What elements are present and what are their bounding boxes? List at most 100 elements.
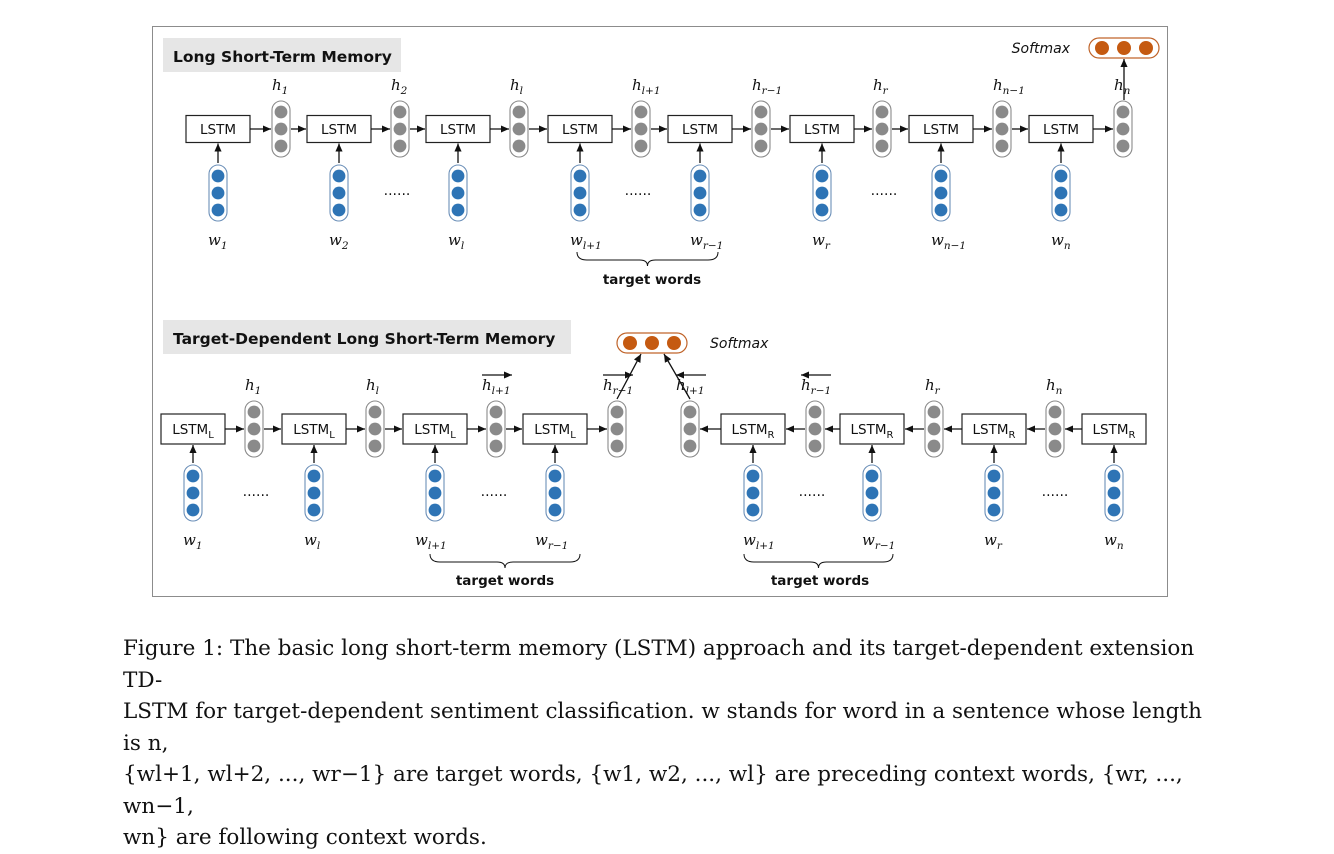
top-word-embedding-6-dot-3 [816,204,829,217]
top-word-embedding-5-dot-1 [694,170,707,183]
right-hidden-state-2-dot-2 [809,423,822,436]
right-hidden-state-3-dot-1 [928,406,941,419]
top-word-label-3: wl [448,231,464,252]
right-word-label-2: wr−1 [862,531,895,552]
top-word-label-2: w2 [329,231,349,252]
left-hidden-state-4-dot-1 [611,406,624,419]
top-ellipsis-1: ...... [384,183,411,199]
top-hidden-state-6-dot-2 [876,123,889,136]
top-hidden-label-7: hn−1 [993,76,1025,97]
left-hidden-label-1: h1 [245,376,261,397]
right-word-label-1: wl+1 [743,531,775,552]
right-hidden-label-1: hl+1 [676,376,705,397]
left-word-label-4: wr−1 [535,531,568,552]
left-word-label-2: wl [304,531,320,552]
top-word-embedding-1-dot-3 [212,204,225,217]
top-hidden-state-1-dot-1 [275,106,288,119]
right-hidden-state-3-dot-2 [928,423,941,436]
left-word-label-1: w1 [183,531,203,552]
top-panel-title: Long Short-Term Memory [173,48,392,66]
top-word-embedding-3-dot-3 [452,204,465,217]
bottom-softmax-label: Softmax [710,336,769,352]
right-hidden-state-3-dot-3 [928,440,941,453]
right-hidden-state-4-dot-3 [1049,440,1062,453]
top-word-embedding-3-dot-1 [452,170,465,183]
top-hidden-state-4-dot-2 [635,123,648,136]
top-hidden-label-8: hn [1114,76,1131,97]
left-hidden-label-4: hr−1 [603,376,633,397]
top-word-label-5: wr−1 [690,231,723,252]
top-lstm-box-label-4: LSTM [562,122,598,138]
right-word-embedding-4-dot-3 [1108,504,1121,517]
top-word-embedding-4-dot-3 [574,204,587,217]
left-word-embedding-1-dot-2 [187,487,200,500]
bottom-panel-title: Target-Dependent Long Short-Term Memory [173,330,555,348]
top-hidden-label-1: h1 [272,76,288,97]
top-word-embedding-8-dot-3 [1055,204,1068,217]
top-hidden-label-5: hr−1 [752,76,782,97]
top-hidden-state-1-dot-2 [275,123,288,136]
top-hidden-state-5-dot-2 [755,123,768,136]
right-hidden-label-3: hr [925,376,941,397]
top-lstm-box-label-6: LSTM [804,122,840,138]
top-target-words-brace [577,252,718,266]
bottom-ellipsis-2: ...... [481,484,508,500]
top-hidden-state-7-dot-2 [996,123,1009,136]
top-hidden-state-5-dot-1 [755,106,768,119]
right-hidden-state-4-dot-1 [1049,406,1062,419]
top-softmax-output-dot-3 [1139,41,1153,55]
top-lstm-chain: LSTM h1 w1 LSTM h2 w2 LSTM hl wl LSTM hl+1 wl+1 LSTM… [186,38,1159,288]
right-hidden-state-1-dot-1 [684,406,697,419]
top-hidden-state-5-dot-3 [755,140,768,153]
bottom-softmax-output-dot-2 [645,336,659,350]
top-word-embedding-1-dot-2 [212,187,225,200]
left-hidden-state-4-dot-2 [611,423,624,436]
top-lstm-box-label-3: LSTM [440,122,476,138]
top-hidden-state-6-dot-3 [876,140,889,153]
top-lstm-box-label-2: LSTM [321,122,357,138]
top-word-embedding-6-dot-1 [816,170,829,183]
top-hidden-state-2-dot-2 [394,123,407,136]
right-hidden-label-4: hn [1046,376,1063,397]
right-word-label-4: wn [1104,531,1124,552]
top-word-embedding-4-dot-1 [574,170,587,183]
left-word-label-3: wl+1 [415,531,447,552]
left-word-embedding-4-dot-2 [549,487,562,500]
caption-line-1: Figure 1: The basic long short-term memo… [123,633,1208,696]
right-target-words-label: target words [771,573,869,589]
top-word-label-4: wl+1 [570,231,602,252]
top-target-words-label: target words [603,272,701,288]
left-hidden-state-1-dot-2 [248,423,261,436]
top-word-label-6: wr [812,231,831,252]
left-hidden-state-2-dot-1 [369,406,382,419]
caption-line-2: LSTM for target-dependent sentiment clas… [123,696,1208,759]
top-hidden-state-4-dot-1 [635,106,648,119]
top-word-embedding-8-dot-2 [1055,187,1068,200]
left-word-embedding-2-dot-2 [308,487,321,500]
top-word-embedding-5-dot-2 [694,187,707,200]
top-softmax-output-dot-2 [1117,41,1131,55]
left-word-embedding-3-dot-2 [429,487,442,500]
left-hidden-state-1-dot-3 [248,440,261,453]
right-word-embedding-4-dot-1 [1108,470,1121,483]
right-hidden-state-4-dot-2 [1049,423,1062,436]
bottom-softmax-output-dot-1 [623,336,637,350]
top-word-embedding-5-dot-3 [694,204,707,217]
top-hidden-state-7-dot-1 [996,106,1009,119]
top-word-label-7: wn−1 [931,231,966,252]
right-word-embedding-1-dot-1 [747,470,760,483]
right-word-embedding-1-dot-3 [747,504,760,517]
left-word-embedding-4-dot-1 [549,470,562,483]
left-hidden-state-3-dot-3 [490,440,503,453]
left-hidden-label-3: hl+1 [482,376,511,397]
left-word-embedding-2-dot-1 [308,470,321,483]
top-hidden-label-3: hl [510,76,523,97]
caption-line-3: {wl+1, wl+2, ..., wr−1} are target words… [123,759,1208,822]
bottom-td-lstm-chain: LSTML h1 w1 LSTML hl wl LSTML hl+1 wl+1 LSTML hr−1… [161,333,1146,589]
top-hidden-state-3-dot-3 [513,140,526,153]
top-hidden-state-3-dot-1 [513,106,526,119]
right-hidden-state-1-dot-3 [684,440,697,453]
left-hidden-state-2-dot-2 [369,423,382,436]
right-word-embedding-4-dot-2 [1108,487,1121,500]
top-softmax-label: Softmax [1012,41,1071,57]
